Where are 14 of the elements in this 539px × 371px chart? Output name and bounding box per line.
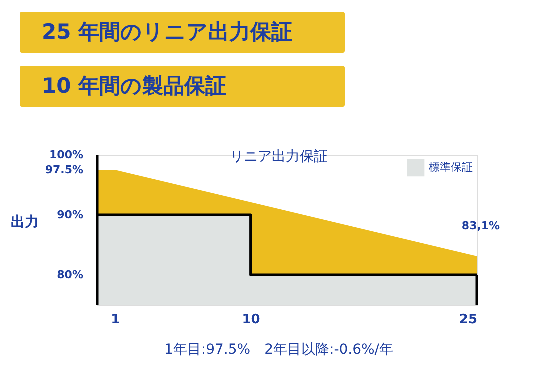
x-tick-label: 1 (111, 312, 120, 328)
y-tick-label: 90% (57, 208, 84, 222)
chart-title: 25 年間のリニア出力保証 (42, 20, 293, 44)
annotation: 83,1% (462, 219, 500, 232)
y-tick-label: 100% (50, 148, 84, 162)
y-axis-title: 出力 (11, 214, 39, 230)
x-tick-label: 10 (242, 312, 260, 328)
annotation: リニア出力保証 (230, 149, 328, 165)
x-tick-label: 25 (459, 312, 478, 328)
y-tick-label: 97.5% (45, 164, 84, 176)
chart-subtitle: 10 年間の製品保証 (42, 74, 227, 98)
y-tick-label: 80% (57, 268, 84, 282)
legend-label: 標準保証 (429, 161, 473, 174)
text: 1年目:97.5% 2年目以降:-0.6%/年 (164, 342, 394, 358)
